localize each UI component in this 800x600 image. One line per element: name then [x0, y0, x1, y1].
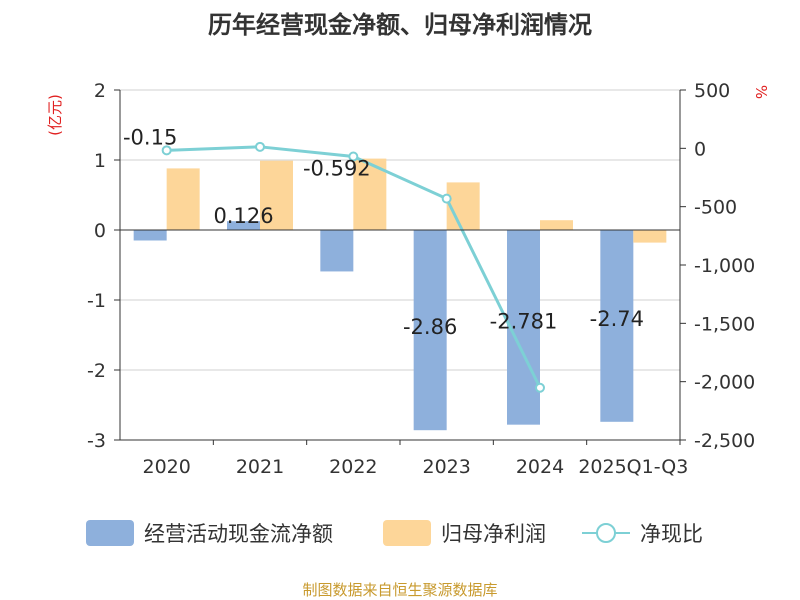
cash-flow-data-label: -0.592 [303, 156, 371, 180]
legend-label: 归母净利润 [441, 522, 546, 546]
net-profit-bar [260, 160, 293, 230]
left-tick-label: -1 [87, 290, 106, 312]
cash-flow-bar [227, 221, 260, 230]
right-tick-label: 500 [694, 80, 730, 102]
left-tick-label: 1 [94, 150, 106, 172]
ratio-line [161, 141, 545, 393]
left-axis-unit-label: (亿元) [46, 94, 64, 136]
cash-flow-bar [600, 230, 634, 422]
legend-marker [596, 523, 616, 543]
x-tick-label: 2025Q1-Q3 [578, 456, 688, 478]
cash-flow-data-label: -2.74 [590, 307, 644, 331]
legend-label: 净现比 [640, 522, 703, 546]
x-tick-label: 2023 [422, 456, 470, 478]
x-tick-label: 2022 [329, 456, 377, 478]
left-tick-label: 0 [94, 220, 106, 242]
right-tick-label: 0 [694, 138, 706, 160]
cash-flow-data-label: -0.15 [123, 126, 177, 150]
cash-flow-data-label: -2.86 [403, 315, 457, 339]
x-tick-label: 2021 [236, 456, 284, 478]
ratio-point [441, 193, 452, 204]
right-tick-label: -1,000 [694, 255, 755, 277]
ratio-point [255, 141, 265, 152]
cash-flow-data-label: 0.126 [213, 204, 273, 228]
source-note: 制图数据来自恒生聚源数据库 [302, 581, 497, 599]
right-tick-label: -2,000 [694, 372, 755, 394]
legend-swatch [383, 520, 431, 546]
x-tick-label: 2020 [142, 456, 190, 478]
bars [133, 158, 667, 431]
legend-item-cash-flow[interactable]: 经营活动现金流净额 [86, 520, 333, 546]
ratio-point [161, 145, 172, 156]
right-tick-label: -1,500 [694, 313, 755, 335]
legend-item-ratio[interactable]: 净现比 [582, 522, 703, 546]
legend-item-net-profit[interactable]: 归母净利润 [383, 520, 546, 546]
ratio-point [348, 151, 359, 162]
left-tick-label: -2 [87, 360, 106, 382]
net-profit-bar [633, 230, 667, 243]
ratio-point [535, 382, 545, 393]
cash-flow-bar [133, 230, 167, 241]
net-profit-bar [540, 220, 573, 230]
right-tick-label: -500 [694, 197, 737, 219]
right-axis-unit-label: % [752, 85, 770, 99]
data-labels: -0.15 0.126 -0.592 -2.86 -2.781 -2.74 [123, 126, 644, 340]
axes: 2 1 0 -1 -2 -3 500 0 -500 -1,000 -1,500 -2,000 -2,50… [87, 80, 755, 478]
chart-title: 历年经营现金净额、归母净利润情况 [208, 11, 592, 39]
left-tick-label: 2 [94, 80, 106, 102]
legend-swatch [86, 520, 134, 546]
cash-flow-data-label: -2.781 [490, 310, 558, 334]
legend-label: 经营活动现金流净额 [144, 522, 333, 546]
cash-flow-bar [507, 230, 540, 425]
left-tick-label: -3 [87, 430, 106, 452]
x-tick-label: 2024 [516, 456, 564, 478]
right-tick-label: -2,500 [694, 430, 755, 452]
net-profit-bar [446, 182, 480, 230]
net-profit-bar [166, 168, 200, 230]
cash-flow-bar [413, 230, 447, 431]
cash-flow-bar [320, 230, 354, 272]
legend[interactable]: 经营活动现金流净额 归母净利润 净现比 [86, 520, 703, 546]
